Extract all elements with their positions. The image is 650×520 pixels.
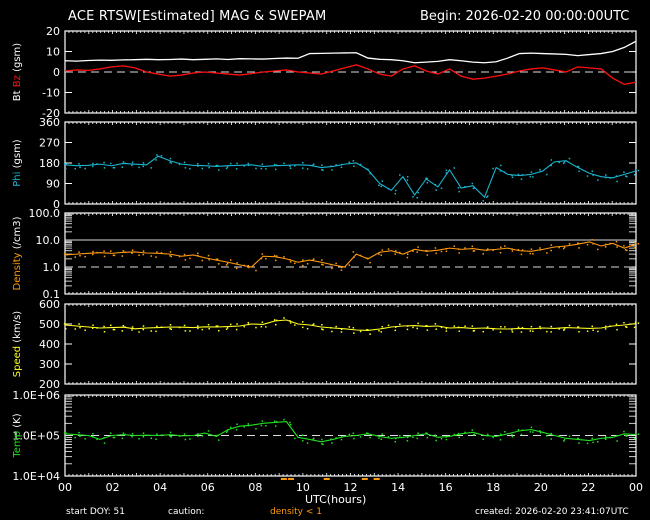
speed-trace <box>64 319 637 331</box>
ytick-label: 500 <box>39 318 60 331</box>
start-doy: start DOY: 51 <box>66 507 125 517</box>
xaxis-title: UTC(hours) <box>305 493 366 506</box>
bz-trace <box>64 64 637 85</box>
density-panel: 100.0 10.0 1.0 0.1 Density (/cm3) <box>12 207 640 301</box>
xtick-label: 04 <box>153 481 167 494</box>
ytick-label: 0 <box>53 198 60 211</box>
xtick-label: 20 <box>534 481 548 494</box>
density-caution-note: density < 1 <box>270 507 322 517</box>
xtick-label: 22 <box>581 481 595 494</box>
caution-mark <box>280 478 287 480</box>
phi-trace <box>64 155 637 199</box>
ytick-label: 0.1 <box>43 288 61 301</box>
xtick-label: 06 <box>201 481 215 494</box>
phi-panel: 360 270 180 90 0 Phi (gsm) <box>12 116 640 211</box>
ytick-label: 10 <box>46 46 60 59</box>
ytick-label: 400 <box>39 338 60 351</box>
ytick-label: 10.0 <box>36 234 61 247</box>
xtick-label: 18 <box>486 481 500 494</box>
density-trace <box>64 241 637 268</box>
ytick-label: 270 <box>39 137 60 150</box>
bt-trace <box>64 40 637 64</box>
yaxis-label: Phi (gsm) <box>12 139 23 187</box>
yaxis-label: Temp (K) <box>12 413 23 458</box>
ytick-label: -10 <box>42 87 60 100</box>
ytick-label: 600 <box>39 298 60 311</box>
xtick-label: 00 <box>629 481 643 494</box>
ytick-label: 1.0E+06 <box>12 389 60 402</box>
ytick-label: 1.0 <box>43 261 61 274</box>
yaxis-label: Bt Bz (gsm) <box>12 43 23 101</box>
speed-panel: 600 500 400 300 200 Speed (km/s) <box>12 298 640 391</box>
xtick-label: 10 <box>296 481 310 494</box>
created-timestamp: created: 2026-02-20 23:41:07UTC <box>475 507 629 517</box>
ytick-label: 0 <box>53 66 60 79</box>
begin-timestamp: Begin: 2026-02-20 00:00:00UTC <box>420 9 630 24</box>
ytick-label: 360 <box>39 116 60 129</box>
caution-mark <box>361 478 368 480</box>
ytick-label: -20 <box>42 107 60 120</box>
caution-mark <box>373 478 380 480</box>
caution-label: caution: <box>168 507 204 517</box>
temp-panel: 1.0E+06 1.0E+05 1.0E+04 Temp (K) <box>12 389 640 483</box>
temp-trace <box>64 421 637 443</box>
ytick-label: 1.0E+05 <box>12 430 60 443</box>
xtick-label: 16 <box>439 481 453 494</box>
xtick-label: 12 <box>344 481 358 494</box>
ytick-label: 100.0 <box>29 207 61 220</box>
xtick-label: 02 <box>106 481 120 494</box>
ytick-label: 180 <box>39 157 60 170</box>
bt-bz-panel: 20 10 0 -10 -20 Bt Bz (gsm) <box>12 25 637 120</box>
ytick-label: 300 <box>39 358 60 371</box>
chart-title: ACE RTSW[Estimated] MAG & SWEPAM <box>68 9 327 24</box>
yaxis-label: Speed (km/s) <box>12 311 23 378</box>
yaxis-label: Density (/cm3) <box>12 216 23 290</box>
caution-mark <box>288 478 295 480</box>
ytick-label: 20 <box>46 25 60 38</box>
xtick-label: 08 <box>248 481 262 494</box>
ytick-label: 90 <box>46 178 60 191</box>
ytick-label: 1.0E+04 <box>12 470 60 483</box>
caution-mark <box>323 478 330 480</box>
ytick-label: 200 <box>39 378 60 391</box>
xtick-label: 14 <box>391 481 405 494</box>
xtick-label: 00 <box>58 481 72 494</box>
